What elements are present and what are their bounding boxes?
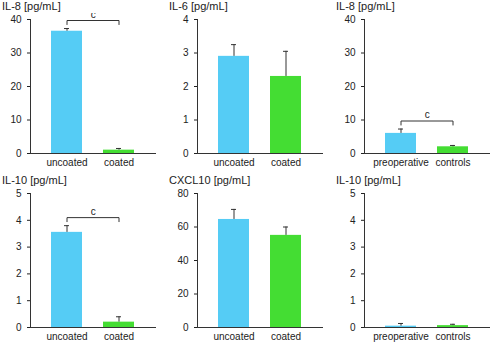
svg-text:3: 3 (183, 47, 189, 58)
svg-text:c: c (425, 109, 430, 120)
svg-text:coated: coated (271, 331, 301, 342)
svg-text:0: 0 (183, 322, 189, 333)
svg-text:coated: coated (104, 157, 134, 168)
svg-text:1: 1 (183, 114, 189, 125)
svg-text:0: 0 (350, 322, 356, 333)
svg-text:uncoated: uncoated (213, 331, 254, 342)
html-text:IL-6 [pg/mL]: IL-6 [pg/mL] (169, 0, 228, 12)
html-text:IL-10 [pg/mL]: IL-10 [pg/mL] (336, 174, 401, 186)
svg-text:c: c (91, 13, 96, 20)
svg-text:60: 60 (177, 221, 189, 232)
svg-text:4: 4 (16, 215, 22, 226)
svg-text:40: 40 (344, 14, 356, 25)
svg-text:3: 3 (16, 241, 22, 252)
html-text:IL-8 [pg/mL]: IL-8 [pg/mL] (336, 0, 395, 12)
svg-text:0: 0 (183, 148, 189, 159)
svg-text:40: 40 (10, 14, 22, 25)
svg-text:2: 2 (16, 268, 22, 279)
svg-text:40: 40 (177, 255, 189, 266)
svg-text:uncoated: uncoated (46, 331, 87, 342)
svg-text:0: 0 (350, 148, 356, 159)
svg-text:0: 0 (16, 322, 22, 333)
svg-text:30: 30 (344, 47, 356, 58)
svg-text:2: 2 (183, 81, 189, 92)
svg-text:5: 5 (350, 188, 356, 199)
svg-text:controls: controls (435, 157, 470, 168)
html-text:IL-8 [pg/mL]: IL-8 [pg/mL] (2, 0, 61, 12)
svg-text:uncoated: uncoated (46, 157, 87, 168)
svg-text:controls: controls (435, 331, 470, 342)
svg-text:preoperative: preoperative (373, 157, 429, 168)
svg-text:3: 3 (350, 241, 356, 252)
svg-text:coated: coated (271, 157, 301, 168)
svg-text:1: 1 (350, 295, 356, 306)
svg-text:1: 1 (16, 295, 22, 306)
svg-text:4: 4 (350, 215, 356, 226)
svg-text:uncoated: uncoated (213, 157, 254, 168)
svg-text:20: 20 (177, 288, 189, 299)
svg-text:5: 5 (16, 188, 22, 199)
svg-text:10: 10 (344, 114, 356, 125)
svg-text:2: 2 (350, 268, 356, 279)
svg-text:80: 80 (177, 188, 189, 199)
svg-text:20: 20 (10, 81, 22, 92)
svg-text:30: 30 (10, 47, 22, 58)
html-text:CXCL10 [pg/mL]: CXCL10 [pg/mL] (169, 174, 251, 186)
svg-text:4: 4 (183, 14, 189, 25)
html-text:IL-10 [pg/mL]: IL-10 [pg/mL] (2, 174, 67, 186)
svg-text:coated: coated (104, 331, 134, 342)
svg-text:preoperative: preoperative (373, 331, 429, 342)
svg-text:20: 20 (344, 81, 356, 92)
svg-text:c: c (91, 206, 96, 217)
svg-text:10: 10 (10, 114, 22, 125)
svg-text:0: 0 (16, 148, 22, 159)
